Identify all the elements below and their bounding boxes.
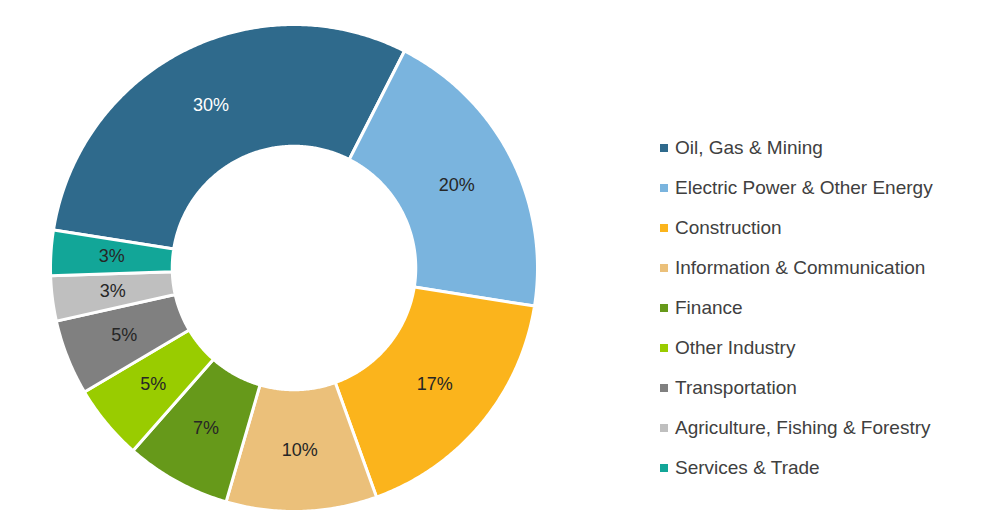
svg-text:5%: 5%: [140, 374, 166, 394]
svg-text:3%: 3%: [100, 281, 126, 301]
svg-text:10%: 10%: [282, 440, 318, 460]
html-text:Services & Trade: Services & Trade: [675, 457, 820, 478]
html-text:Construction: Construction: [675, 217, 782, 238]
html-text:Oil, Gas & Mining: Oil, Gas & Mining: [675, 137, 823, 158]
svg-text:3%: 3%: [99, 246, 125, 266]
html-text:Electric Power & Other Energy: Electric Power & Other Energy: [675, 177, 933, 198]
svg-text:17%: 17%: [417, 374, 453, 394]
html-text:Information & Communication: Information & Communication: [675, 257, 926, 278]
html-text:Finance: Finance: [675, 297, 743, 318]
svg-text:30%: 30%: [193, 95, 229, 115]
svg-text:5%: 5%: [111, 325, 137, 345]
svg-text:20%: 20%: [439, 175, 475, 195]
html-text:Other Industry: Other Industry: [675, 337, 796, 358]
html-text:Transportation: Transportation: [675, 377, 797, 398]
svg-text:7%: 7%: [193, 418, 219, 438]
html-text:Agriculture, Fishing & Forestr: Agriculture, Fishing & Forestry: [675, 417, 931, 438]
